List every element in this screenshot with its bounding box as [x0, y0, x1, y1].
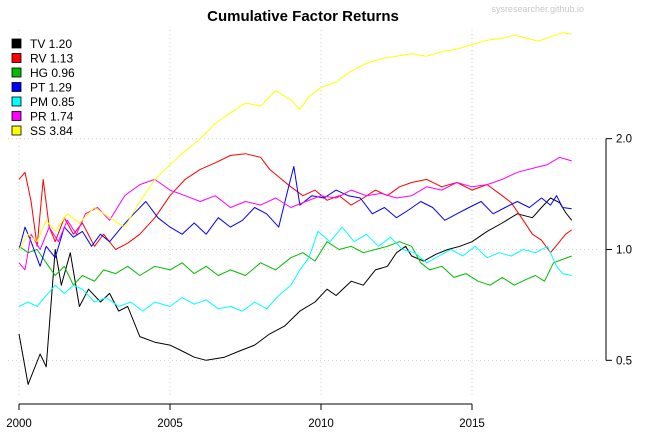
legend-swatch — [11, 67, 22, 78]
series-line — [18, 32, 572, 250]
y-tick-label: 0.5 — [616, 355, 632, 367]
legend-label: PM 0.85 — [30, 95, 75, 109]
y-tick-label: 2.0 — [616, 134, 632, 146]
legend-swatch — [11, 82, 22, 92]
series-line — [18, 226, 572, 312]
x-tick-label: 2000 — [6, 418, 32, 430]
series-line — [18, 197, 573, 385]
series-lines — [18, 32, 573, 385]
legend-swatch — [11, 96, 22, 107]
y-tick-label: 1.0 — [616, 244, 632, 256]
plot-frame — [0, 0, 1, 1]
watermark: sysresearcher.github.io — [491, 4, 584, 14]
x-tick-label: 2015 — [459, 418, 485, 430]
legend-label: HG 0.96 — [30, 66, 75, 80]
legend-swatch — [11, 125, 22, 136]
legend-label: PT 1.29 — [30, 81, 72, 95]
series-line — [18, 156, 572, 271]
series-line — [18, 153, 572, 254]
grid — [8, 30, 600, 398]
legend-label: SS 3.84 — [30, 124, 73, 138]
legend-label: TV 1.20 — [30, 37, 72, 51]
legend-label: PR 1.74 — [30, 110, 74, 124]
axes: 2000 2005 2010 2015 0.5 1.0 2.0 — [6, 134, 632, 430]
x-tick-label: 2010 — [308, 418, 334, 430]
x-tick-label: 2005 — [157, 418, 183, 430]
legend-swatch — [11, 53, 22, 63]
series-line — [18, 241, 572, 286]
series-line — [18, 166, 572, 267]
chart-title: Cumulative Factor Returns — [207, 8, 399, 25]
legend-swatch — [11, 38, 22, 49]
legend-swatch — [11, 111, 22, 121]
legend-label: RV 1.13 — [30, 52, 73, 66]
